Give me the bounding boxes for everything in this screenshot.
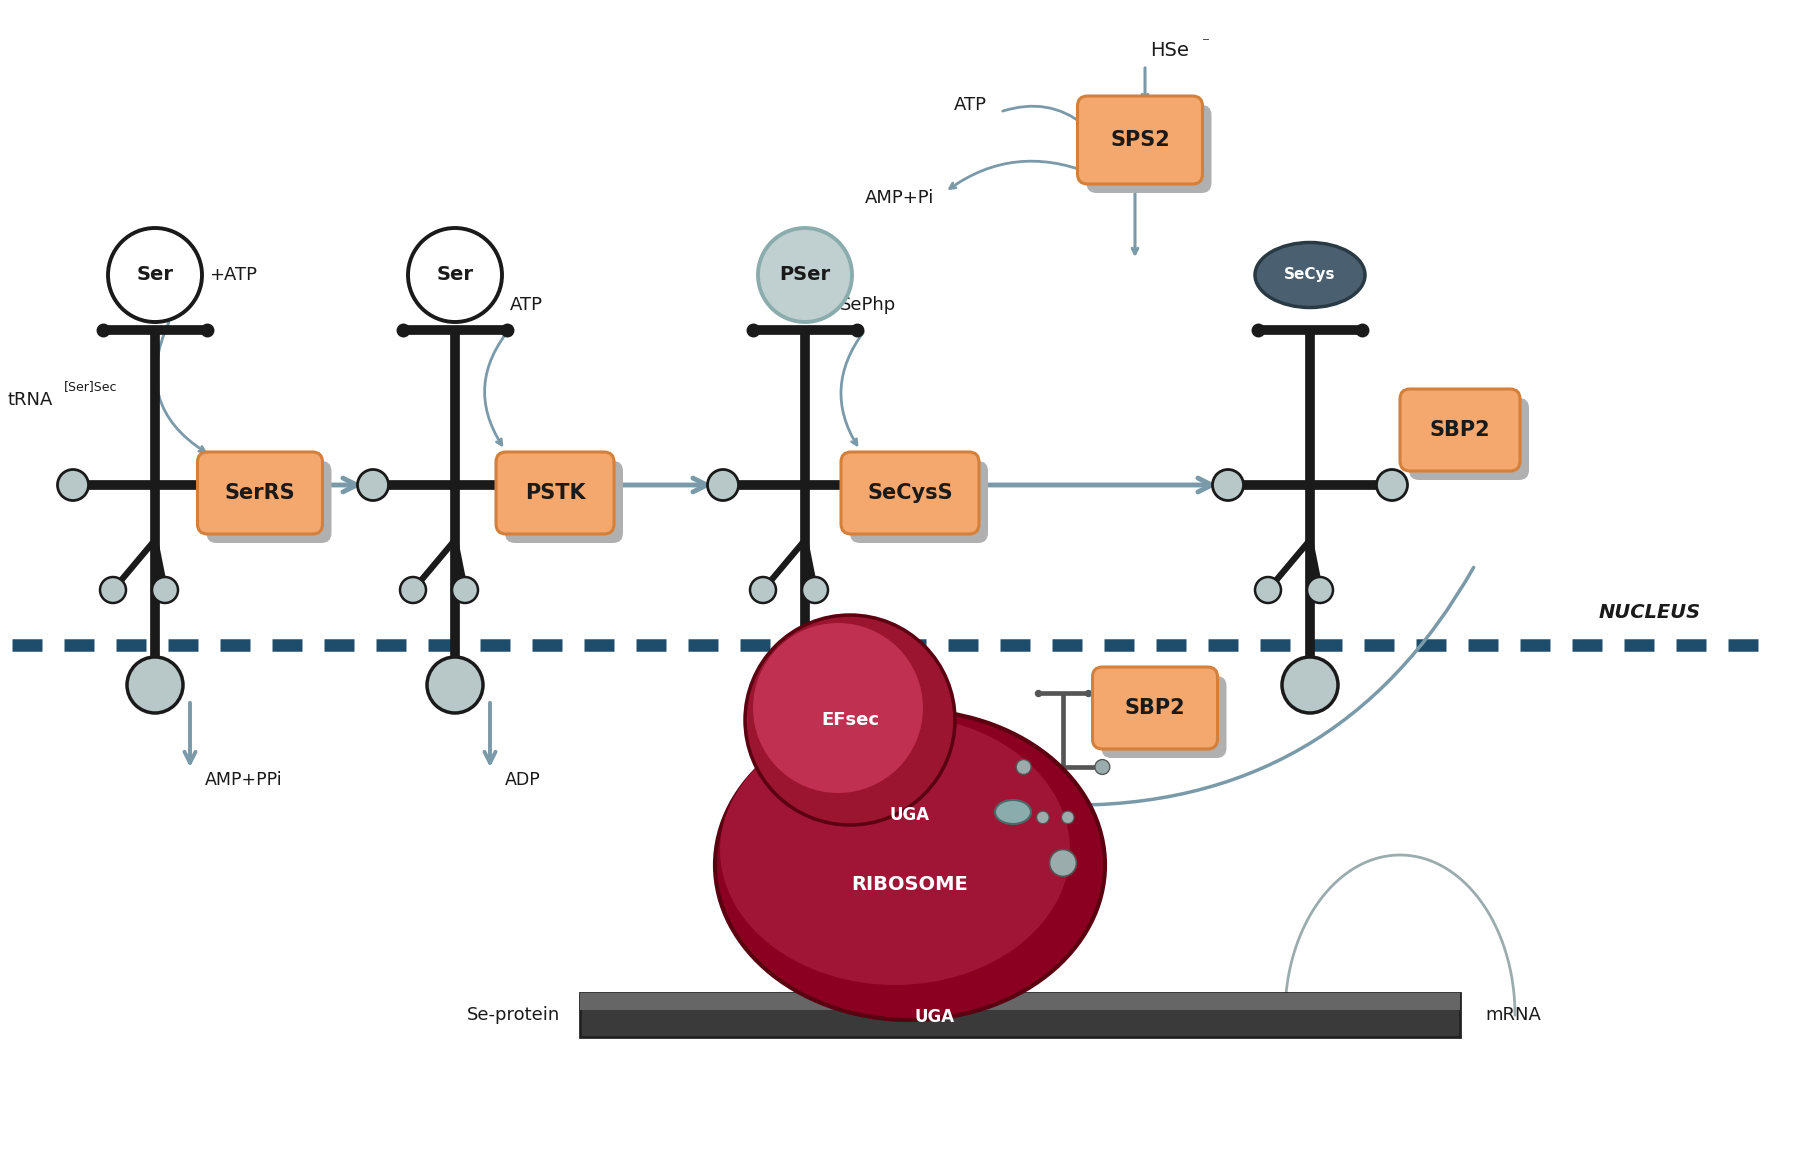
Circle shape	[358, 469, 389, 501]
Ellipse shape	[715, 710, 1105, 1020]
Text: +ATP: +ATP	[209, 266, 257, 284]
Circle shape	[400, 577, 427, 603]
Circle shape	[1282, 658, 1337, 713]
Ellipse shape	[1255, 242, 1364, 308]
Circle shape	[1255, 577, 1282, 603]
Text: SeCysS: SeCysS	[868, 483, 952, 503]
Text: PPi: PPi	[855, 771, 880, 789]
Text: UGA: UGA	[914, 1009, 956, 1026]
Circle shape	[522, 469, 553, 501]
Circle shape	[803, 577, 828, 603]
Text: AMP+PPi: AMP+PPi	[205, 771, 283, 789]
Circle shape	[101, 577, 126, 603]
Circle shape	[128, 658, 184, 713]
Circle shape	[58, 469, 88, 501]
Text: ADP: ADP	[506, 771, 540, 789]
Text: PSer: PSer	[779, 266, 830, 284]
FancyBboxPatch shape	[198, 452, 322, 534]
Text: RIBOSOME: RIBOSOME	[851, 875, 968, 895]
Circle shape	[778, 658, 833, 713]
Circle shape	[752, 622, 923, 793]
Circle shape	[1094, 759, 1111, 775]
Circle shape	[871, 469, 902, 501]
FancyBboxPatch shape	[841, 452, 979, 534]
Text: mRNA: mRNA	[1485, 1006, 1541, 1024]
Circle shape	[1377, 469, 1408, 501]
Circle shape	[745, 615, 956, 825]
FancyBboxPatch shape	[1093, 667, 1217, 749]
Text: SBP2: SBP2	[1125, 698, 1186, 718]
Circle shape	[409, 228, 502, 322]
Text: ATP: ATP	[509, 296, 544, 314]
Text: AMP+Pi: AMP+Pi	[866, 190, 934, 207]
FancyBboxPatch shape	[1078, 96, 1202, 184]
Text: UGA: UGA	[889, 806, 931, 824]
Circle shape	[758, 228, 851, 322]
Circle shape	[1062, 811, 1075, 824]
Circle shape	[1049, 849, 1076, 876]
Text: HSe: HSe	[1150, 41, 1188, 60]
Text: [Ser]Sec: [Ser]Sec	[65, 380, 117, 393]
FancyBboxPatch shape	[207, 461, 331, 543]
Circle shape	[427, 658, 482, 713]
Text: SPS2: SPS2	[1111, 130, 1170, 150]
Circle shape	[1037, 811, 1049, 824]
FancyBboxPatch shape	[850, 461, 988, 543]
Text: ATP: ATP	[954, 96, 986, 113]
FancyBboxPatch shape	[506, 461, 623, 543]
Text: PSTK: PSTK	[524, 483, 585, 503]
Circle shape	[1307, 577, 1334, 603]
FancyBboxPatch shape	[1400, 388, 1519, 472]
Text: tRNA: tRNA	[7, 391, 54, 410]
Ellipse shape	[720, 715, 1069, 985]
FancyBboxPatch shape	[1102, 676, 1226, 758]
Circle shape	[221, 469, 252, 501]
FancyBboxPatch shape	[1409, 398, 1528, 480]
Circle shape	[108, 228, 202, 322]
Text: SeCys: SeCys	[1283, 268, 1336, 282]
Circle shape	[707, 469, 738, 501]
Text: Se-protein: Se-protein	[466, 1006, 560, 1024]
Text: SePhp: SePhp	[841, 296, 896, 314]
Ellipse shape	[995, 800, 1031, 824]
Circle shape	[751, 577, 776, 603]
Circle shape	[1017, 759, 1031, 775]
Bar	[580, 993, 1460, 1037]
FancyBboxPatch shape	[497, 452, 614, 534]
Circle shape	[1213, 469, 1244, 501]
Circle shape	[452, 577, 479, 603]
Text: EFsec: EFsec	[821, 711, 878, 729]
Circle shape	[151, 577, 178, 603]
Text: SerRS: SerRS	[225, 483, 295, 503]
Text: NUCLEUS: NUCLEUS	[1598, 604, 1701, 622]
Text: Ser: Ser	[137, 266, 173, 284]
Text: Ser: Ser	[436, 266, 473, 284]
Text: ⁻: ⁻	[1202, 35, 1210, 50]
Bar	[580, 993, 1460, 1010]
FancyBboxPatch shape	[1087, 105, 1211, 193]
Text: SBP2: SBP2	[1429, 420, 1490, 440]
